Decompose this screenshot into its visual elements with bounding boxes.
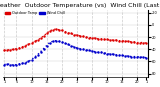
Legend: Outdoor Temp, Wind Chill: Outdoor Temp, Wind Chill (4, 11, 65, 15)
Title: Milwaukee Weather  Outdoor Temperature (vs)  Wind Chill (Last 24 Hours): Milwaukee Weather Outdoor Temperature (v… (0, 3, 160, 8)
